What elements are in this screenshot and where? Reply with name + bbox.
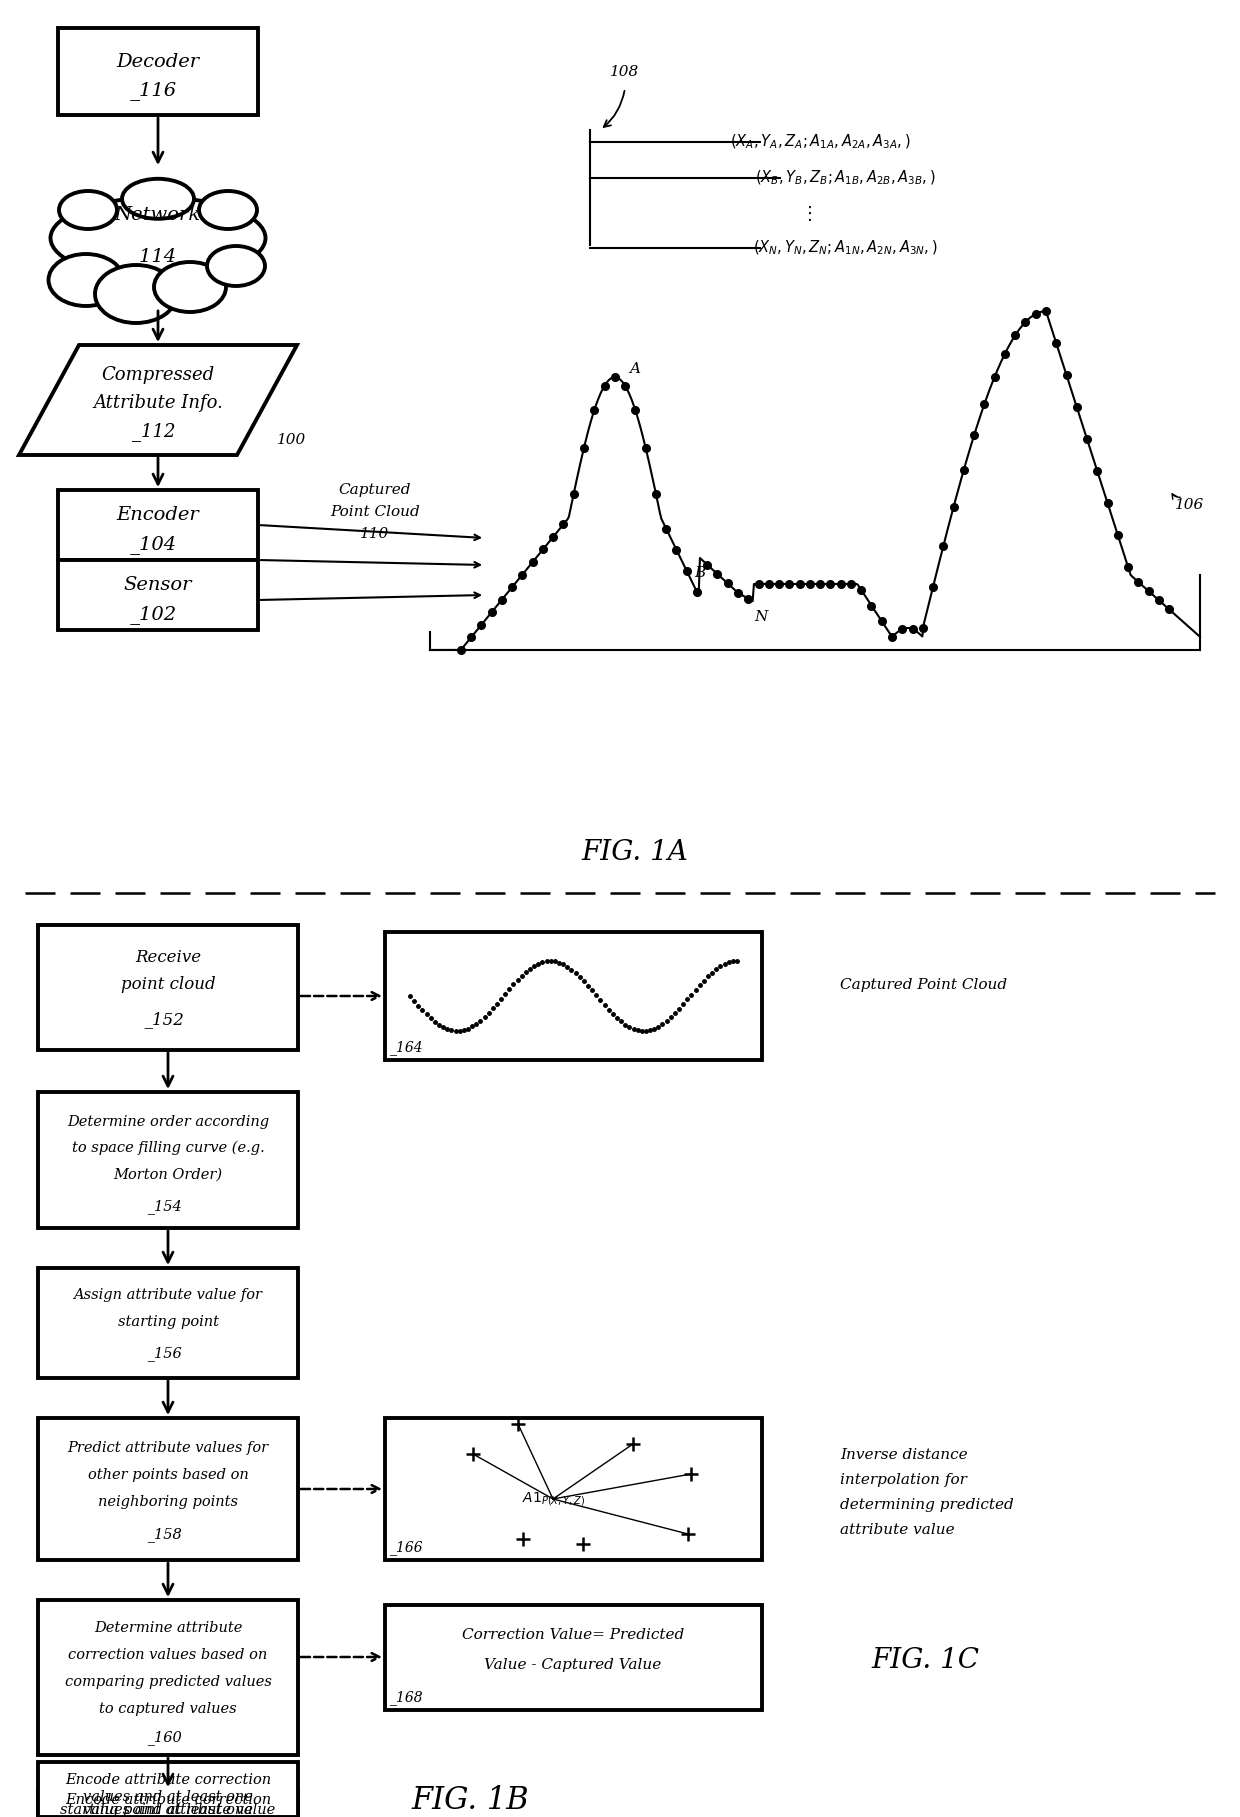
FancyBboxPatch shape [38, 1417, 298, 1561]
Text: Sensor: Sensor [124, 576, 192, 594]
FancyBboxPatch shape [38, 1762, 298, 1817]
Text: to space filling curve (e.g.: to space filling curve (e.g. [72, 1141, 264, 1156]
Text: correction values based on: correction values based on [68, 1648, 268, 1663]
Ellipse shape [154, 262, 226, 313]
FancyBboxPatch shape [38, 1268, 298, 1377]
Ellipse shape [122, 178, 193, 218]
Text: $A1_{P(X,Y,Z)}$: $A1_{P(X,Y,Z)}$ [522, 1490, 584, 1508]
Text: Receive: Receive [135, 948, 201, 965]
Text: FIG. 1B: FIG. 1B [412, 1784, 528, 1815]
FancyBboxPatch shape [384, 1604, 763, 1710]
Text: $(X_B, Y_B, Z_B; A_{1B}, A_{2B}, A_{3B},)$: $(X_B, Y_B, Z_B; A_{1B}, A_{2B}, A_{3B},… [755, 169, 935, 187]
Text: attribute value: attribute value [839, 1523, 955, 1537]
Text: ̲164: ̲164 [397, 1041, 423, 1056]
Text: interpolation for: interpolation for [839, 1474, 967, 1486]
Ellipse shape [60, 191, 117, 229]
Text: Captured Point Cloud: Captured Point Cloud [839, 978, 1007, 992]
Text: ̲116: ̲116 [139, 82, 176, 100]
FancyBboxPatch shape [38, 1790, 298, 1817]
Text: Determine order according: Determine order according [67, 1116, 269, 1128]
Text: ̲102: ̲102 [139, 605, 176, 625]
Text: 106: 106 [1176, 498, 1204, 512]
Text: Morton Order): Morton Order) [113, 1168, 222, 1183]
Text: other points based on: other points based on [88, 1468, 248, 1483]
Polygon shape [19, 345, 298, 454]
Text: to captured values: to captured values [99, 1703, 237, 1715]
Text: ̲168: ̲168 [397, 1690, 423, 1706]
Text: $\vdots$: $\vdots$ [800, 204, 812, 222]
Text: FIG. 1C: FIG. 1C [870, 1646, 980, 1673]
Text: B: B [694, 565, 706, 580]
Text: ̲154: ̲154 [154, 1199, 182, 1214]
Text: FIG. 1A: FIG. 1A [582, 838, 688, 865]
Ellipse shape [198, 191, 257, 229]
Text: 110: 110 [361, 527, 389, 541]
Text: comparing predicted values: comparing predicted values [64, 1675, 272, 1690]
Text: starting point attribute value: starting point attribute value [61, 1802, 275, 1817]
Text: Captured: Captured [339, 483, 412, 498]
Text: Encode attribute correction: Encode attribute correction [64, 1793, 272, 1806]
Text: ̲160: ̲160 [154, 1730, 182, 1746]
Ellipse shape [207, 245, 265, 285]
Text: ̲104: ̲104 [139, 536, 176, 554]
Text: Compressed: Compressed [102, 365, 215, 383]
Text: values and at least one: values and at least one [83, 1802, 253, 1817]
Text: Decoder: Decoder [117, 53, 200, 71]
Ellipse shape [51, 198, 265, 278]
Text: values and at least one: values and at least one [83, 1790, 253, 1804]
Text: ̲114: ̲114 [139, 247, 176, 267]
Text: $(X_A, Y_A, Z_A; A_{1A}, A_{2A}, A_{3A},)$: $(X_A, Y_A, Z_A; A_{1A}, A_{2A}, A_{3A},… [729, 133, 910, 151]
Ellipse shape [95, 265, 177, 323]
FancyBboxPatch shape [58, 27, 258, 114]
Text: Assign attribute value for: Assign attribute value for [73, 1288, 263, 1303]
Text: Network: Network [115, 205, 201, 223]
Text: Determine attribute: Determine attribute [94, 1621, 242, 1635]
FancyBboxPatch shape [58, 491, 258, 560]
Text: $(X_N, Y_N, Z_N; A_{1N}, A_{2N}, A_{3N},)$: $(X_N, Y_N, Z_N; A_{1N}, A_{2N}, A_{3N},… [753, 238, 937, 258]
Text: A: A [629, 362, 640, 376]
Text: ̲152: ̲152 [153, 1012, 184, 1028]
Text: Value - Captured Value: Value - Captured Value [485, 1657, 662, 1672]
Text: ̲112: ̲112 [141, 423, 175, 442]
Text: starting point: starting point [118, 1316, 218, 1328]
FancyBboxPatch shape [38, 1601, 298, 1755]
Text: ̲166: ̲166 [397, 1541, 423, 1555]
Text: neighboring points: neighboring points [98, 1495, 238, 1508]
FancyBboxPatch shape [384, 932, 763, 1059]
Text: Encode attribute correction: Encode attribute correction [64, 1773, 272, 1786]
Text: Inverse distance: Inverse distance [839, 1448, 967, 1463]
Text: 108: 108 [610, 65, 640, 78]
Text: Encoder: Encoder [117, 505, 200, 523]
Text: ̲158: ̲158 [154, 1528, 182, 1543]
Text: Correction Value= Predicted: Correction Value= Predicted [461, 1628, 684, 1643]
Text: Point Cloud: Point Cloud [330, 505, 420, 520]
Text: N: N [754, 611, 768, 625]
Text: ̲156: ̲156 [154, 1346, 182, 1361]
FancyBboxPatch shape [38, 925, 298, 1050]
Ellipse shape [48, 254, 124, 305]
FancyBboxPatch shape [38, 1092, 298, 1228]
Text: Attribute Info.: Attribute Info. [93, 394, 223, 412]
FancyBboxPatch shape [384, 1417, 763, 1561]
Text: Predict attribute values for: Predict attribute values for [67, 1441, 269, 1455]
FancyBboxPatch shape [58, 560, 258, 630]
Text: determining predicted: determining predicted [839, 1497, 1014, 1512]
Text: 100: 100 [278, 432, 306, 447]
Text: point cloud: point cloud [120, 976, 216, 992]
